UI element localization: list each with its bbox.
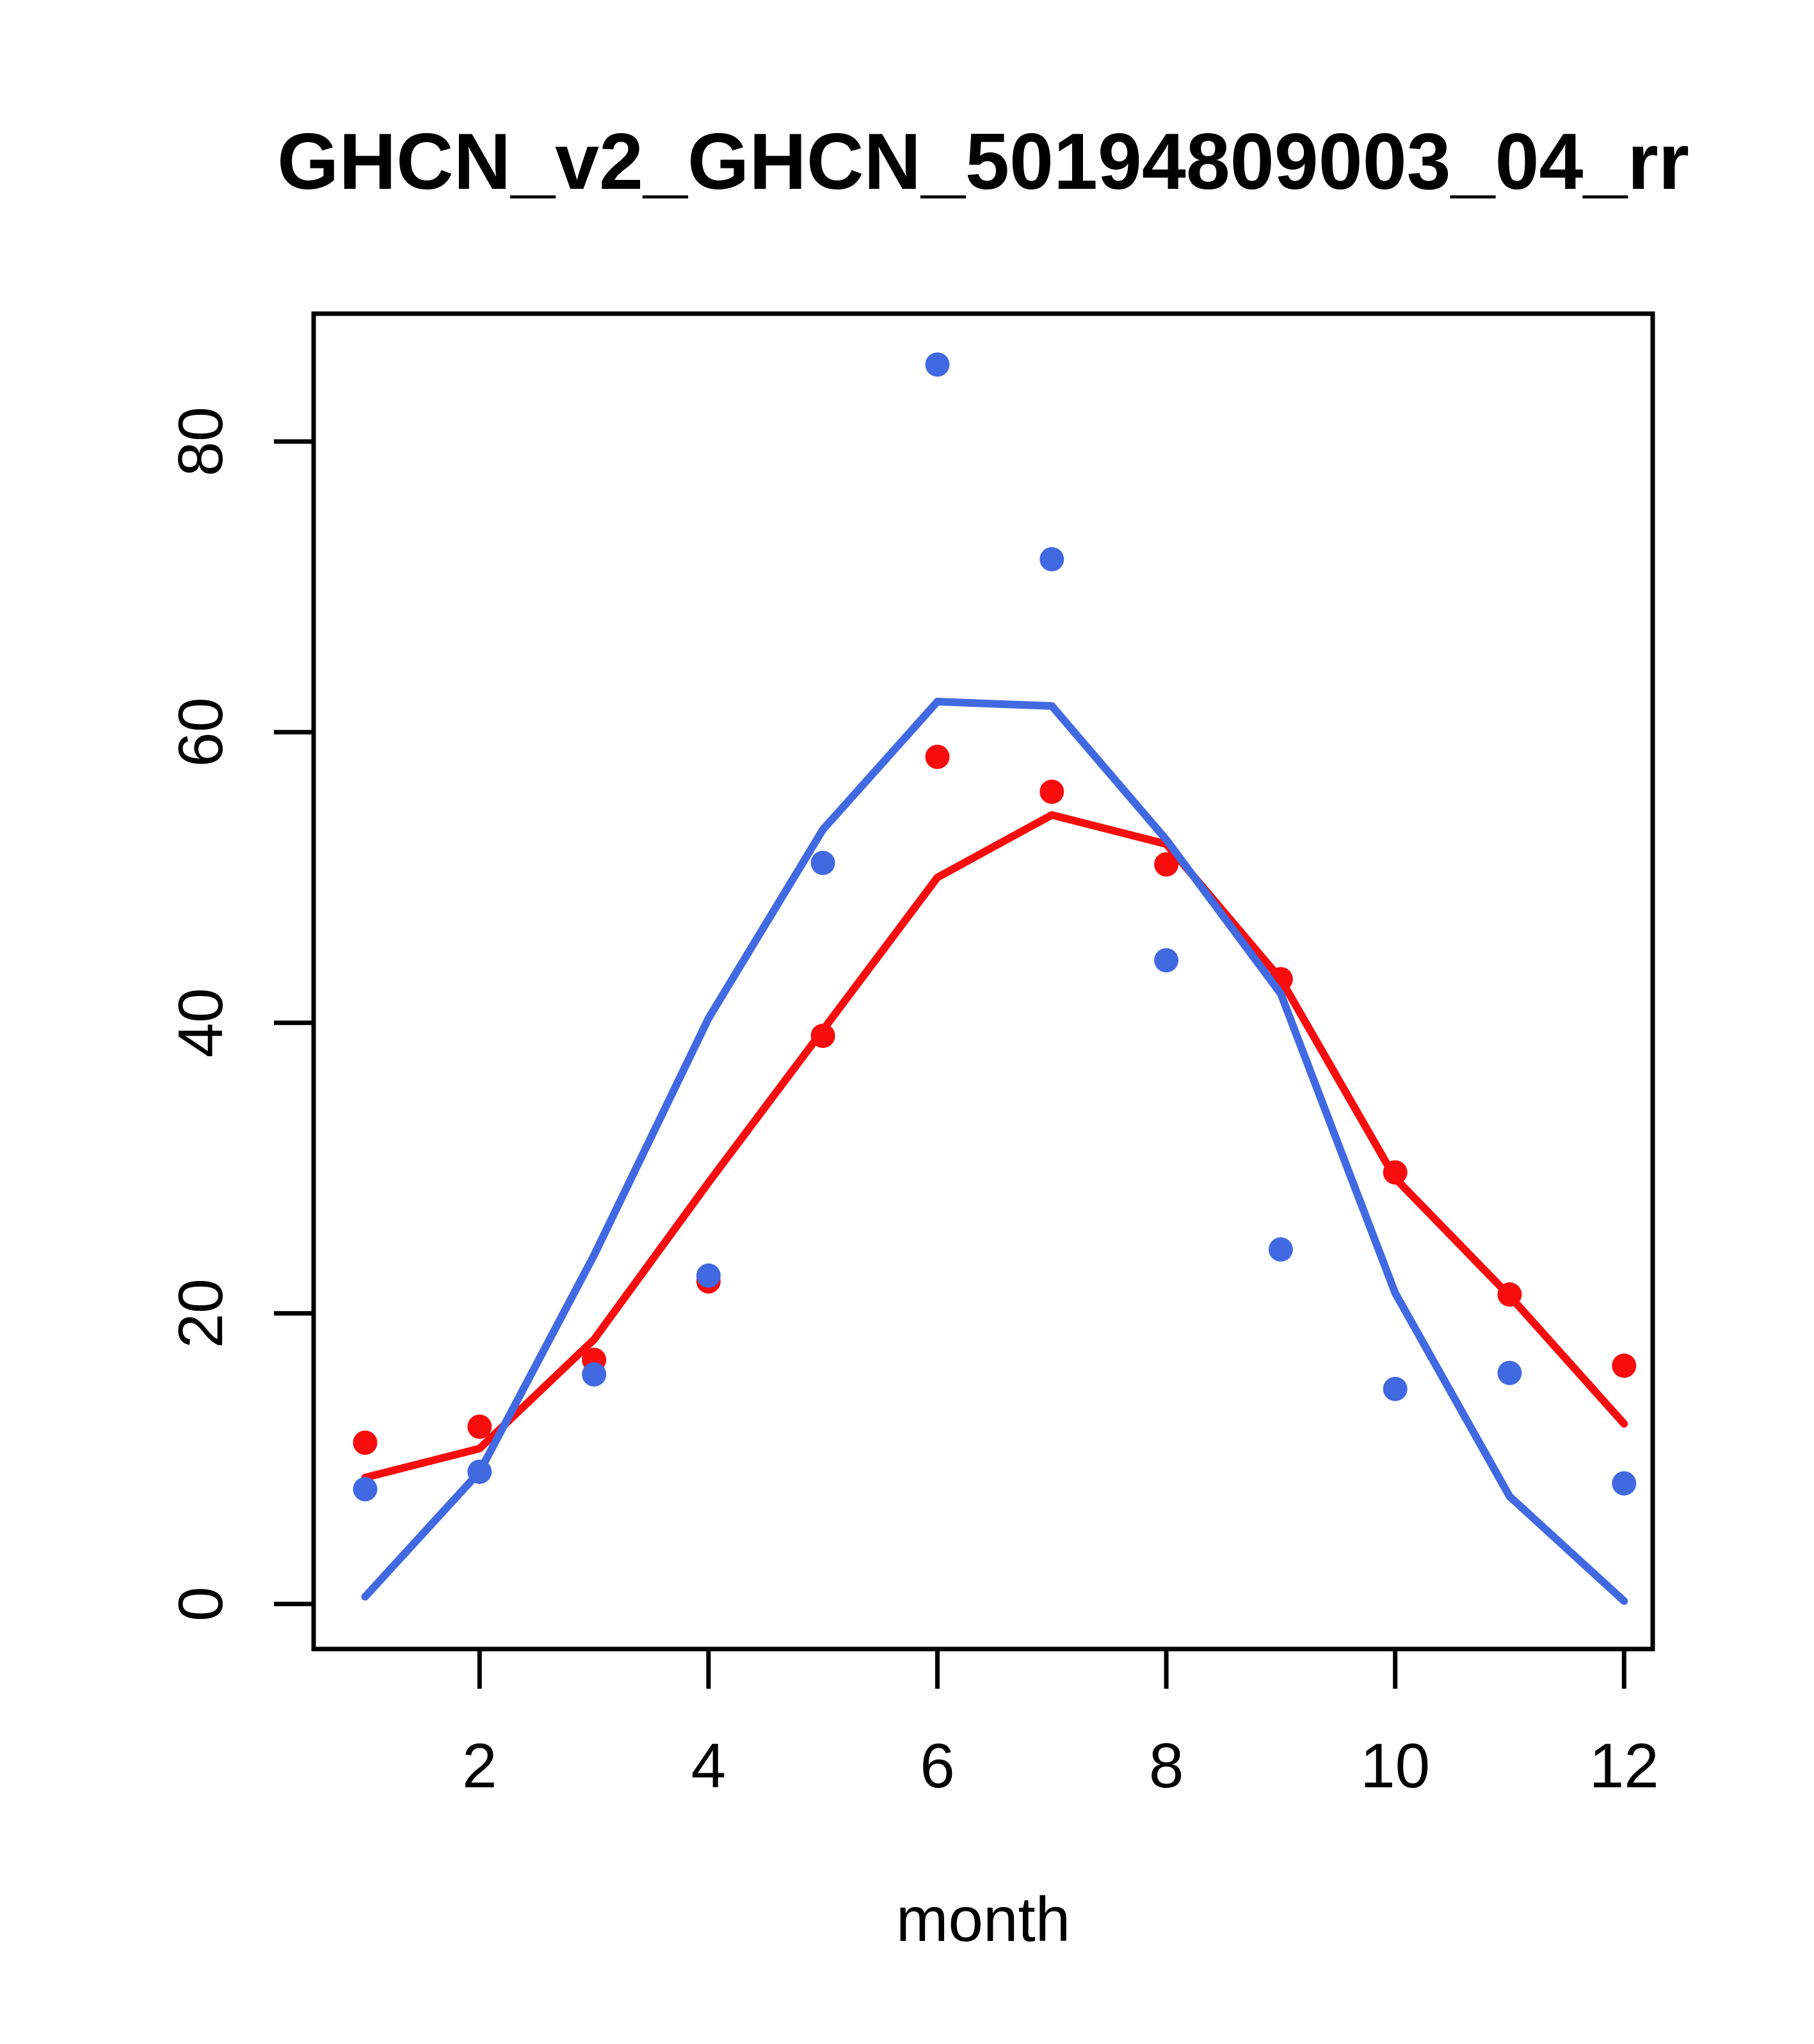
x-axis-label: month [896,1884,1070,1954]
blue-monthly-points-dot [582,1362,607,1387]
red-monthly-points-dot [925,744,950,769]
series-layer [353,352,1637,1605]
x-axis-tick-label: 2 [462,1730,497,1801]
plot-frame [311,311,1655,1652]
blue-monthly-points-dot [810,851,835,876]
x-axis-tick-label: 4 [691,1730,726,1801]
blue-monthly-points-dot [467,1460,492,1485]
y-axis-tick-label: 20 [165,1278,236,1348]
x-axis-tick-label: 6 [920,1730,955,1801]
red-monthly-points-dot [467,1414,492,1439]
y-axis-tick-label: 0 [165,1586,236,1622]
y-axis-tick-label: 80 [165,406,236,476]
x-axis-tick-label: 8 [1149,1730,1184,1801]
red-monthly-points-dot [1612,1353,1637,1378]
y-axis-tick-label: 60 [165,697,236,767]
red-monthly-points-dot [810,1024,835,1049]
blue-monthly-points-dot [353,1477,378,1502]
blue-monthly-points-dot [1497,1360,1522,1385]
blue-fit-line [361,698,1628,1605]
y-axis-tick-label: 40 [165,988,236,1058]
x-axis-tick-label: 12 [1589,1730,1659,1801]
red-monthly-points-dot [1383,1160,1408,1185]
red-monthly-points-dot [1039,779,1064,804]
axes-layer: 2 4 6 8 10 12 0 20 40 60 80 [165,406,1659,1801]
blue-monthly-points-dot [696,1263,721,1288]
red-monthly-points-dot [353,1430,378,1455]
blue-monthly-points-dot [1154,948,1179,973]
x-axis-tick-label: 10 [1360,1730,1430,1801]
chart-title: GHCN_v2_GHCN_50194809003_04_rr [277,118,1689,206]
blue-monthly-points-dot [1612,1471,1637,1496]
blue-monthly-points-dot [925,352,950,377]
blue-monthly-points-dot [1383,1376,1408,1401]
blue-monthly-points-dot [1039,547,1064,572]
red-monthly-points-dot [1497,1282,1522,1307]
red-monthly-points-dot [1154,852,1179,877]
blue-monthly-points-dot [1268,1237,1293,1262]
red-fit-line [361,811,1628,1482]
